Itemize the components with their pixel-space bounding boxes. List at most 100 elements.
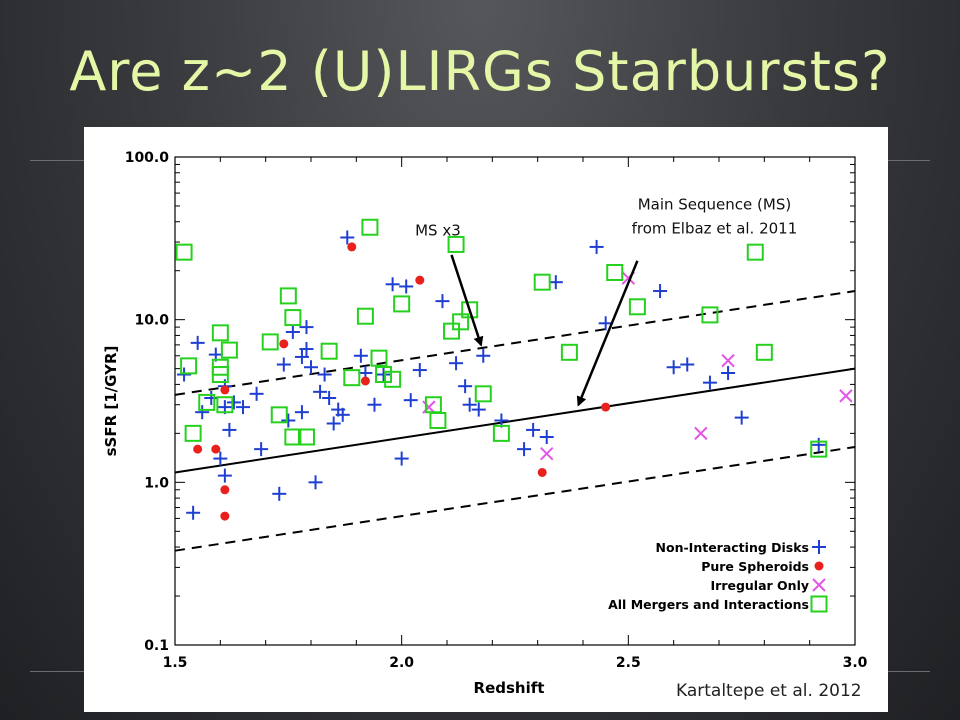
y-tick-label: 100.0 [125,150,170,166]
spheroid-point [211,444,221,454]
x-tick-label: 3.0 [843,655,868,671]
y-axis-label: sSFR [1/GYR] [102,346,120,457]
disk-point [254,442,269,457]
legend-marker [812,540,826,554]
disk-point [376,367,391,382]
merger-point [474,385,492,403]
merger-point [261,333,279,351]
disk-point [680,357,695,372]
spheroid-point [415,275,425,285]
merger-point [279,287,297,305]
legend-label: Non-Interacting Disks [656,540,809,555]
merger-point [810,440,828,458]
disk-point [666,360,681,375]
disk-point [653,284,668,299]
spheroid-point [347,242,357,252]
y-tick-label: 10.0 [134,313,169,329]
disk-point [399,279,414,294]
disk-point [272,486,287,501]
merger-point [320,342,338,360]
merger-point [361,218,379,236]
slide-title: Are z~2 (U)LIRGs Starbursts? [69,40,891,103]
disk-point [313,384,328,399]
merger-point [184,424,202,442]
legend-marker [814,561,824,571]
disk-point [435,294,450,309]
disk-point [589,239,604,254]
spheroid-point [220,385,230,395]
disk-point [526,422,541,437]
merger-point [429,411,447,429]
disk-point [462,397,477,412]
merger-point [492,424,510,442]
disk-point [249,386,264,401]
disk-point [190,335,205,350]
x-tick-label: 2.5 [616,655,641,671]
disk-point [811,437,826,452]
legend-marker [810,595,828,613]
main-sequence-line [174,367,856,474]
disk-point [195,405,210,420]
legend-label: All Mergers and Interactions [608,597,809,612]
merger-point [198,393,216,411]
x-tick-label: 2.0 [389,655,414,671]
merger-point [343,369,361,387]
disk-point [734,410,749,425]
merger-point [628,298,646,316]
disk-point [403,393,418,408]
disk-point [548,275,563,290]
merger-point [461,301,479,319]
disk-point [471,402,486,417]
disk-point [186,505,201,520]
merger-point [755,343,773,361]
y-tick-label: 1.0 [144,475,169,491]
y-tick-label: 0.1 [144,638,169,654]
disk-point [222,422,237,437]
spheroid-point [279,339,289,349]
disk-point [299,320,314,335]
merger-point [180,357,198,375]
disk-point [204,390,219,405]
ms-x3-arrow [450,254,484,347]
merger-point [356,307,374,325]
spheroid-point [360,376,370,386]
spheroid-point [193,444,203,454]
disk-point [394,451,409,466]
disk-point [217,468,232,483]
merger-point [424,396,442,414]
disk-point [281,413,296,428]
disk-point [294,405,309,420]
disk-point [367,397,382,412]
main-sequence-arrow [576,260,639,407]
ms-dashed-line [174,445,856,552]
disk-point [276,357,291,372]
disk-point [213,451,228,466]
disk-point [517,442,532,457]
merger-point [452,313,470,331]
irregular-point [721,353,735,368]
disk-point [353,348,368,363]
disk-point [449,356,464,371]
merger-point [606,263,624,281]
x-axis-label: Redshift [474,679,545,697]
disk-point [458,379,473,394]
disk-point [285,324,300,339]
annotation-label: Main Sequence (MS) [638,196,792,214]
merger-point [701,306,719,324]
citation-credit: Kartaltepe et al. 2012 [676,681,862,701]
legend-label: Pure Spheroids [701,559,809,574]
disk-point [340,230,355,245]
disk-point [304,360,318,375]
disk-point [412,363,427,378]
disk-point [385,277,400,292]
disk-point [317,367,332,382]
merger-point [284,428,302,446]
disk-point [308,475,323,490]
plot-panel: 1.5 2.0 2.5 3.0 0.1 1.0 10.0 100.0 Redshift sSFR … [84,127,888,712]
spheroid-point [220,511,230,521]
disk-point [322,390,337,405]
irregular-point [422,400,436,414]
spheroid-point [220,485,230,495]
merger-point [211,324,229,342]
disk-point [177,367,192,382]
